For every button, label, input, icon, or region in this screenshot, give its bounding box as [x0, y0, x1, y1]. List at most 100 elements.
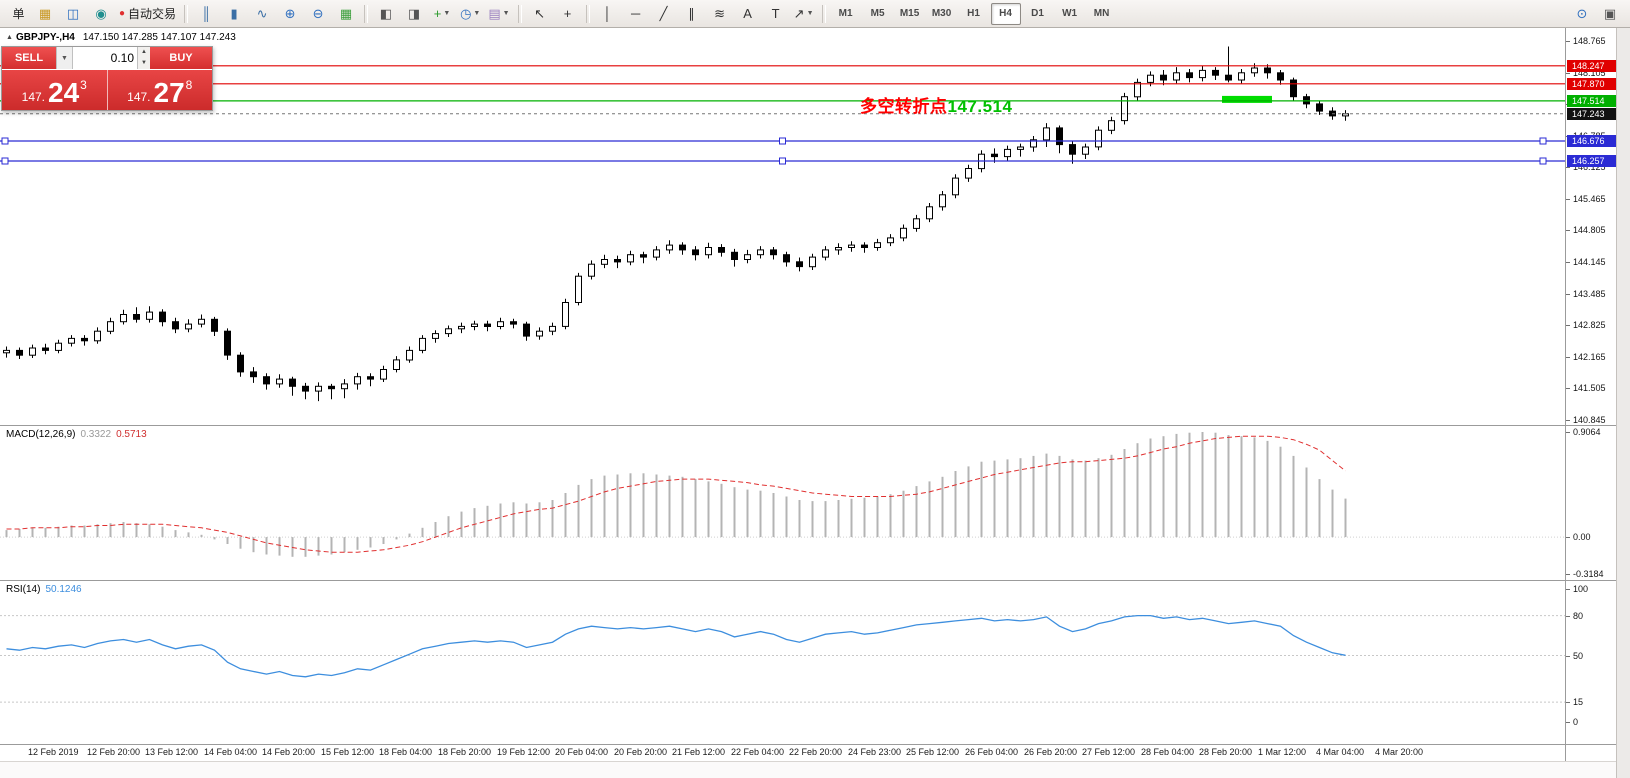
- timeframe-h4-button[interactable]: H4: [990, 2, 1021, 25]
- indicators-icon: +: [433, 6, 442, 21]
- sell-price-button[interactable]: 147. 24 3: [2, 70, 108, 110]
- time-axis-label: 4 Mar 20:00: [1375, 747, 1424, 757]
- price-level-badge: 147.514: [1567, 95, 1616, 107]
- zoom-in-button[interactable]: ⊕: [277, 2, 303, 26]
- time-axis-label: 19 Feb 12:00: [497, 747, 551, 757]
- buy-price-button[interactable]: 147. 27 8: [107, 70, 212, 110]
- zoom-out-button[interactable]: ⊖: [305, 2, 331, 26]
- price-axis-label: 145.465: [1573, 194, 1606, 204]
- candlestick-icon: ▮: [230, 6, 238, 21]
- price-scale-tick: [1566, 656, 1570, 657]
- support-line-2-handle[interactable]: [1, 157, 9, 165]
- price-axis-label: 141.505: [1573, 383, 1606, 393]
- templates-button[interactable]: ▤ ▼: [485, 2, 512, 26]
- horizontal-line-button[interactable]: ─: [623, 2, 649, 26]
- candle-bullish: [952, 177, 959, 196]
- vertical-line-button[interactable]: │: [595, 2, 621, 26]
- timeframe-d1-button[interactable]: D1: [1031, 8, 1044, 19]
- price-axis-label: 143.485: [1573, 289, 1606, 299]
- timeframe-m15-button[interactable]: M15: [899, 8, 920, 19]
- grid-button[interactable]: ▦: [333, 2, 359, 26]
- price-scale-tick: [1566, 537, 1570, 538]
- arrows-button[interactable]: ↗ ▼: [791, 2, 817, 26]
- price-axis-label: 142.165: [1573, 352, 1606, 362]
- price-axis-label: 144.145: [1573, 257, 1606, 267]
- candle-bullish: [419, 337, 426, 351]
- timeframe-m5-button[interactable]: M5: [870, 8, 885, 19]
- support-line-2-handle[interactable]: [1539, 157, 1547, 165]
- autotrade-button[interactable]: ● 自动交易: [116, 2, 179, 26]
- arrows-icon: ↗: [793, 6, 805, 21]
- lot-down-button[interactable]: ▼: [138, 58, 150, 69]
- text-button[interactable]: A: [735, 2, 761, 26]
- chart-macd-splitter[interactable]: [0, 425, 1616, 426]
- sell-button[interactable]: SELL: [2, 47, 56, 69]
- text-label-button[interactable]: T: [763, 2, 789, 26]
- candle-bullish: [874, 242, 881, 248]
- tile-windows-button[interactable]: ◧: [373, 2, 399, 26]
- candle-bullish: [1251, 67, 1258, 74]
- time-axis-label: 27 Feb 12:00: [1082, 747, 1136, 757]
- candle-bearish: [692, 249, 699, 256]
- timeframe-w1-button[interactable]: W1: [1062, 8, 1078, 19]
- support-line-1-handle[interactable]: [779, 137, 786, 145]
- timeframe-m30-button[interactable]: M30: [931, 8, 952, 19]
- profiles-button[interactable]: ◫: [60, 2, 86, 26]
- window-icon: ▣: [1603, 6, 1617, 21]
- candle-bullish: [1173, 72, 1180, 81]
- chart-bars-button[interactable]: ║: [193, 2, 219, 26]
- toolbar-separator: [184, 4, 189, 23]
- candle-bearish: [1212, 69, 1219, 76]
- timeframe-m1-button[interactable]: M1: [838, 8, 853, 19]
- timeframe-mn-button[interactable]: MN: [1093, 8, 1110, 19]
- price-scale-tick: [1566, 167, 1570, 168]
- new-chart-button[interactable]: ▦: [32, 2, 58, 26]
- buy-button[interactable]: BUY: [150, 47, 212, 69]
- main-price-chart[interactable]: [0, 28, 1565, 425]
- search-button[interactable]: ⊙: [1569, 2, 1595, 26]
- dropdown-caret-icon: ▼: [473, 10, 481, 17]
- time-axis: 12 Feb 2019 12 Feb 20:00 13 Feb 12:00 14 Fe…: [0, 745, 1565, 761]
- candle-bullish: [887, 237, 894, 244]
- symbol-timeframe-label: GBPJPY-,H4: [15, 32, 75, 43]
- rsi-panel[interactable]: [0, 581, 1565, 744]
- rsi-title: RSI(14): [6, 584, 41, 595]
- equidistant-channel-button[interactable]: ∥: [679, 2, 705, 26]
- price-scale-tick: [1566, 325, 1570, 326]
- candle-bullish: [575, 275, 582, 303]
- trendline-button[interactable]: ╱: [651, 2, 677, 26]
- order-options-caret[interactable]: ▼: [56, 47, 73, 69]
- indicators-button[interactable]: + ▼: [429, 2, 455, 26]
- lot-size-input[interactable]: 0.10 ▲ ▼: [73, 47, 150, 69]
- periods-button[interactable]: ◷ ▼: [457, 2, 483, 26]
- new-order-button[interactable]: 单: [4, 2, 30, 26]
- candle-bullish: [276, 378, 283, 385]
- pivot-highlight-rect[interactable]: [1222, 95, 1272, 103]
- price-scale-tick: [1566, 41, 1570, 42]
- candle-bullish: [601, 259, 608, 265]
- support-line-1-handle[interactable]: [1, 137, 9, 145]
- lot-up-button[interactable]: ▲: [138, 47, 150, 58]
- candle-bullish: [55, 342, 62, 351]
- candle-bearish: [328, 385, 335, 390]
- market-watch-button[interactable]: ◉: [88, 2, 114, 26]
- cursor-button[interactable]: ↖: [527, 2, 553, 26]
- macd-rsi-splitter[interactable]: [0, 580, 1616, 581]
- candle-bearish: [731, 251, 738, 261]
- timeframe-h1-button[interactable]: H1: [967, 8, 980, 19]
- right-scrollbar[interactable]: [1616, 28, 1630, 778]
- new-window-button[interactable]: ▣: [1597, 2, 1623, 26]
- macd-panel[interactable]: [0, 426, 1565, 580]
- macd-axis-label: 0.00: [1573, 532, 1591, 542]
- text-label-icon: T: [771, 6, 780, 21]
- chart-candles-button[interactable]: ▮: [221, 2, 247, 26]
- fibonacci-button[interactable]: ≋: [707, 2, 733, 26]
- line-chart-icon: ∿: [256, 6, 268, 21]
- support-line-1-handle[interactable]: [1539, 137, 1547, 145]
- chart-line-button[interactable]: ∿: [249, 2, 275, 26]
- cascade-windows-button[interactable]: ◨: [401, 2, 427, 26]
- price-level-badge: 147.870: [1567, 78, 1616, 90]
- support-line-2-handle[interactable]: [779, 157, 786, 165]
- candle-bullish: [1004, 148, 1011, 158]
- crosshair-button[interactable]: +: [555, 2, 581, 26]
